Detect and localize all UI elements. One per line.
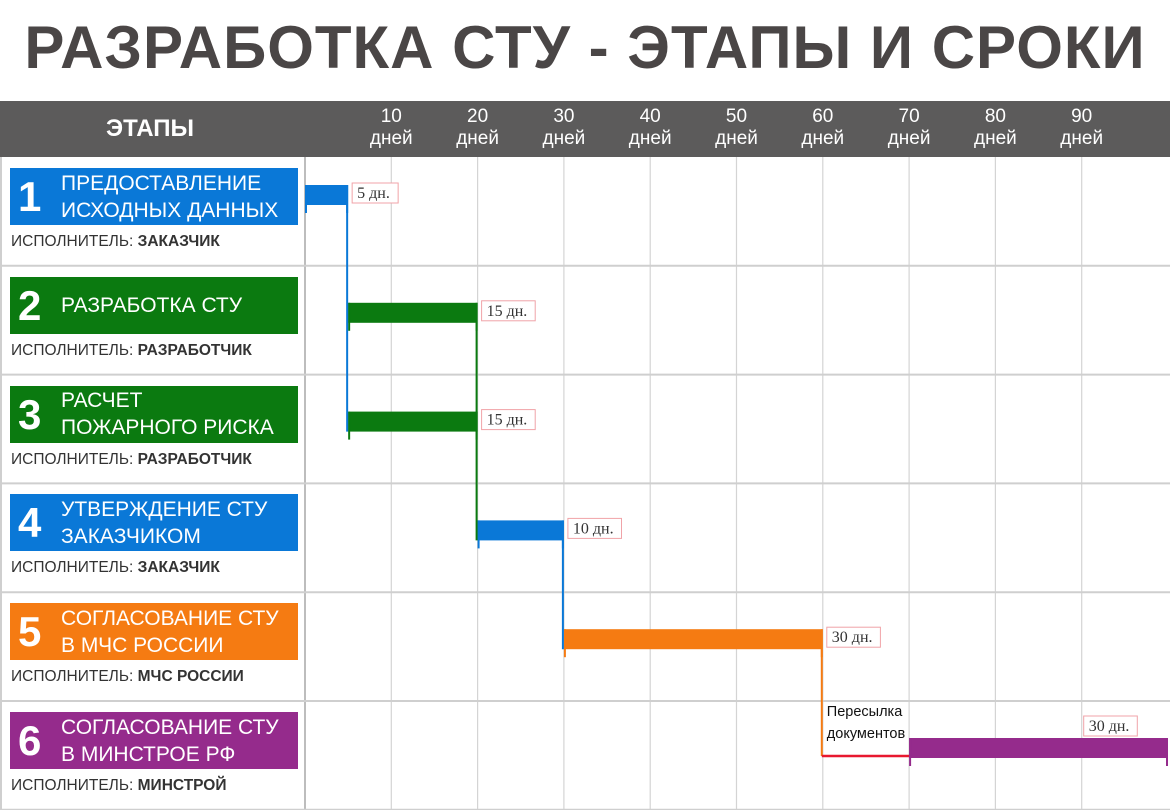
x-tick-label: 30 дней bbox=[529, 106, 599, 150]
stage-name-line: ИСХОДНЫХ ДАННЫХ bbox=[61, 198, 279, 222]
stage-label-5: 5 СОГЛАСОВАНИЕ СТУ В МЧС РОССИИ bbox=[10, 603, 298, 661]
stage-number: 3 bbox=[18, 390, 42, 438]
stage-name-line: РАСЧЕТ bbox=[61, 389, 143, 413]
x-tick-value: 50 bbox=[725, 106, 748, 127]
stage-name: ПРЕДОСТАВЛЕНИЕ ИСХОДНЫХ ДАННЫХ bbox=[61, 168, 278, 225]
x-tick-unit: дней bbox=[542, 128, 586, 149]
page-title: РАЗРАБОТКА СТУ - ЭТАПЫ И СРОКИ bbox=[24, 14, 1146, 81]
stage-label-2: 2 РАЗРАБОТКА СТУ bbox=[10, 276, 298, 334]
stage-executor: ИСПОЛНИТЕЛЬ: МИНСТРОЙ bbox=[11, 777, 227, 795]
executor-prefix: ИСПОЛНИТЕЛЬ: bbox=[11, 450, 134, 468]
stage-name-line: РАЗРАБОТКА СТУ bbox=[61, 293, 243, 317]
stage-name-line: В МЧС РОССИИ bbox=[61, 633, 224, 657]
x-tick-unit: дней bbox=[369, 128, 413, 149]
stage-number: 2 bbox=[18, 281, 42, 329]
duration-label: 15 дн. bbox=[487, 303, 528, 320]
x-tick-value: 30 bbox=[553, 106, 575, 127]
stage-label-4: 4 УТВЕРЖДЕНИЕ СТУ ЗАКАЗЧИКОМ bbox=[10, 494, 298, 552]
duration-label: 15 дн. bbox=[487, 412, 528, 429]
x-tick-label: 70 дней bbox=[874, 106, 944, 150]
stage-name-line: СОГЛАСОВАНИЕ СТУ bbox=[61, 715, 279, 739]
stage-executor: ИСПОЛНИТЕЛЬ: РАЗРАБОТЧИК bbox=[11, 342, 252, 360]
executor-name: РАЗРАБОТЧИК bbox=[137, 341, 252, 359]
executor-prefix: ИСПОЛНИТЕЛЬ: bbox=[11, 777, 134, 794]
stage-executor: ИСПОЛНИТЕЛЬ: МЧС РОССИИ bbox=[11, 668, 244, 686]
stage-name: СОГЛАСОВАНИЕ СТУ В МЧС РОССИИ bbox=[61, 603, 279, 660]
gap-note-line: Пересылка bbox=[827, 704, 903, 720]
x-tick-unit: дней bbox=[887, 128, 931, 149]
duration-label-box bbox=[351, 182, 399, 204]
stage-name-line: ПРЕДОСТАВЛЕНИЕ bbox=[61, 171, 262, 195]
x-tick-label: 50 дней bbox=[702, 106, 772, 150]
stage-label-6: 6 СОГЛАСОВАНИЕ СТУ В МИНСТРОЕ РФ bbox=[10, 712, 298, 769]
executor-name: ЗАКАЗЧИК bbox=[137, 559, 220, 577]
x-tick-value: 80 bbox=[984, 106, 1006, 127]
duration-label: 30 дн. bbox=[1089, 718, 1130, 735]
task-bar-5 bbox=[563, 629, 823, 650]
task-bar-1 bbox=[305, 185, 349, 205]
stage-number: 5 bbox=[18, 608, 42, 656]
x-tick-unit: дней bbox=[974, 128, 1017, 149]
stage-label-1: 1 ПРЕДОСТАВЛЕНИЕ ИСХОДНЫХ ДАННЫХ bbox=[10, 168, 298, 225]
x-tick-unit: дней bbox=[801, 128, 845, 149]
duration-label: 30 дн. bbox=[832, 629, 873, 646]
stage-executor: ИСПОЛНИТЕЛЬ: РАЗРАБОТЧИК bbox=[11, 451, 252, 469]
x-tick-value: 90 bbox=[1071, 106, 1093, 127]
duration-label-box bbox=[481, 409, 536, 431]
task-bar-4 bbox=[477, 520, 564, 541]
stage-name-line: В МИНСТРОЕ РФ bbox=[61, 742, 236, 766]
duration-label: 5 дн. bbox=[357, 185, 390, 202]
stage-name-line: ПОЖАРНОГО РИСКА bbox=[61, 416, 274, 440]
x-tick-label: 60 дней bbox=[788, 106, 858, 150]
executor-name: ЗАКАЗЧИК bbox=[137, 233, 220, 250]
timeline-header: ЭТАПЫ 10 дней 20 дней 30 дней 40 дней 50 дней 60 дн… bbox=[0, 101, 1170, 157]
executor-name: МИНСТРОЙ bbox=[137, 777, 227, 794]
x-tick-value: 20 bbox=[467, 106, 489, 127]
stage-name-line: УТВЕРЖДЕНИЕ СТУ bbox=[61, 497, 268, 521]
x-tick-label: 20 дней bbox=[443, 106, 513, 150]
stages-column-header: ЭТАПЫ bbox=[106, 115, 194, 142]
executor-name: МЧС РОССИИ bbox=[137, 668, 244, 686]
x-tick-value: 70 bbox=[898, 106, 920, 127]
stage-name: РАЗРАБОТКА СТУ bbox=[61, 277, 242, 334]
x-tick-label: 80 дней bbox=[960, 106, 1030, 150]
stage-number: 1 bbox=[18, 173, 42, 220]
executor-prefix: ИСПОЛНИТЕЛЬ: bbox=[11, 559, 134, 577]
x-tick-value: 40 bbox=[639, 106, 661, 127]
duration-label: 10 дн. bbox=[573, 520, 614, 537]
stage-name: УТВЕРЖДЕНИЕ СТУ ЗАКАЗЧИКОМ bbox=[61, 494, 267, 551]
executor-prefix: ИСПОЛНИТЕЛЬ: bbox=[11, 668, 134, 686]
executor-prefix: ИСПОЛНИТЕЛЬ: bbox=[11, 233, 134, 250]
x-tick-value: 10 bbox=[380, 106, 402, 127]
task-bar-3 bbox=[348, 411, 478, 432]
stage-number: 4 bbox=[18, 499, 42, 547]
stage-executor: ИСПОЛНИТЕЛЬ: ЗАКАЗЧИК bbox=[11, 233, 220, 251]
duration-label-box bbox=[567, 517, 623, 539]
task-bar-6 bbox=[909, 738, 1168, 758]
x-tick-label: 40 дней bbox=[615, 106, 685, 150]
stage-executor: ИСПОЛНИТЕЛЬ: ЗАКАЗЧИК bbox=[11, 559, 220, 577]
stage-label-3: 3 РАСЧЕТ ПОЖАРНОГО РИСКА bbox=[10, 385, 298, 443]
x-tick-unit: дней bbox=[1060, 128, 1104, 149]
duration-label-box bbox=[826, 626, 881, 648]
x-tick-label: 10 дней bbox=[356, 106, 426, 150]
stage-name-line: СОГЛАСОВАНИЕ СТУ bbox=[61, 606, 279, 630]
gap-note-line: документов bbox=[827, 726, 906, 742]
task-bar-2 bbox=[348, 302, 478, 323]
x-tick-unit: дней bbox=[456, 128, 499, 149]
x-tick-unit: дней bbox=[628, 128, 672, 149]
duration-label-box bbox=[1083, 715, 1138, 737]
stage-name-line: ЗАКАЗЧИКОМ bbox=[61, 524, 201, 548]
executor-prefix: ИСПОЛНИТЕЛЬ: bbox=[11, 341, 134, 359]
x-tick-unit: дней bbox=[715, 128, 758, 149]
stage-name: РАСЧЕТ ПОЖАРНОГО РИСКА bbox=[61, 386, 274, 443]
x-tick-label: 90 дней bbox=[1047, 106, 1117, 150]
x-tick-value: 60 bbox=[812, 106, 834, 127]
stage-number: 6 bbox=[18, 717, 42, 764]
executor-name: РАЗРАБОТЧИК bbox=[137, 450, 252, 468]
duration-label-box bbox=[481, 300, 536, 322]
stage-name: СОГЛАСОВАНИЕ СТУ В МИНСТРОЕ РФ bbox=[61, 712, 279, 769]
